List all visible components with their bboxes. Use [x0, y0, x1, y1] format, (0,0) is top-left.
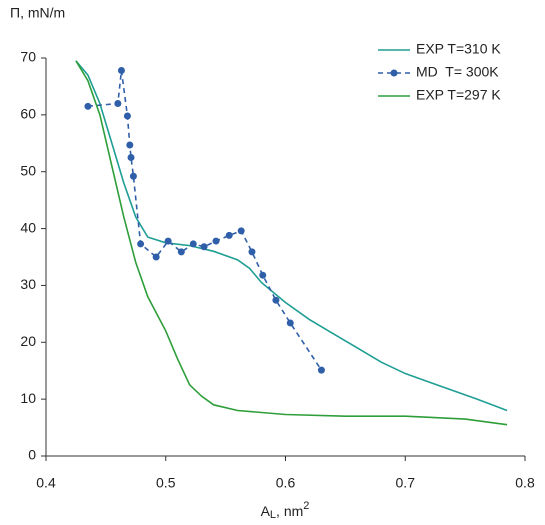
point — [114, 99, 122, 107]
legend-marker — [390, 69, 398, 77]
point — [317, 366, 325, 374]
point — [84, 102, 92, 110]
point — [259, 271, 267, 279]
point — [126, 141, 134, 149]
y-axis-label: Π, mN/m — [10, 5, 65, 21]
point — [152, 253, 160, 261]
x-tick-label: 0.4 — [36, 475, 56, 491]
series-line — [87, 70, 323, 371]
point — [127, 154, 135, 161]
legend-label: EXP T=297 K — [416, 87, 501, 103]
point — [117, 67, 125, 75]
point — [123, 112, 131, 120]
y-tick-label: 30 — [20, 276, 36, 292]
x-label-base: A — [261, 503, 271, 519]
y-tick-label: 10 — [20, 390, 36, 406]
x-tick-label: 0.5 — [156, 475, 176, 491]
legend-label: EXP T=310 K — [416, 41, 501, 57]
point — [248, 248, 256, 256]
point — [129, 172, 137, 180]
y-tick-label: 20 — [20, 333, 36, 349]
point — [177, 248, 185, 256]
point — [164, 237, 172, 245]
point — [137, 240, 145, 248]
y-tick-label: 0 — [28, 447, 36, 463]
x-label-sup: 2 — [303, 500, 309, 512]
point — [272, 296, 280, 304]
point — [200, 243, 208, 251]
series-line — [75, 60, 508, 412]
point — [225, 231, 233, 239]
point — [189, 240, 197, 248]
x-axis-label: AL, nm2 — [261, 500, 310, 521]
x-tick-label: 0.8 — [515, 475, 535, 491]
point — [286, 319, 294, 327]
point — [212, 237, 220, 245]
y-tick-label: 60 — [20, 106, 36, 122]
x-label-sub: L — [270, 509, 276, 521]
y-tick-label: 40 — [20, 219, 36, 235]
y-tick-label: 50 — [20, 162, 36, 178]
x-label-rest: , nm — [276, 503, 303, 519]
x-tick-label: 0.6 — [276, 475, 296, 491]
legend-label: MD T= 300K — [416, 64, 499, 80]
series-line — [75, 60, 508, 426]
x-tick-label: 0.7 — [396, 475, 416, 491]
point — [237, 227, 245, 235]
y-tick-label: 70 — [20, 49, 36, 65]
